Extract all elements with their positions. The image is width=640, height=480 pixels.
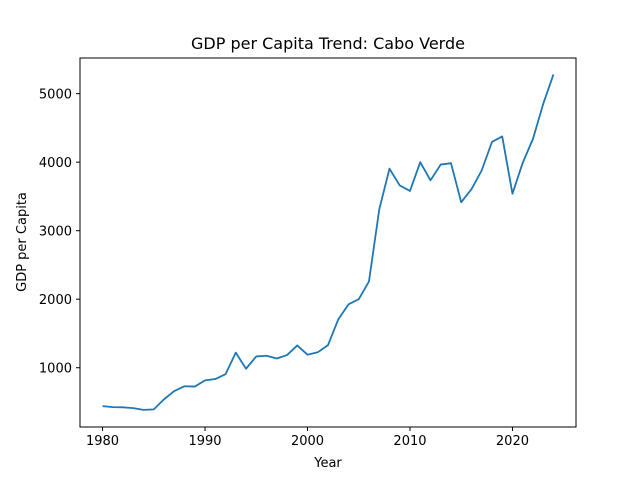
x-tick-label: 2000	[291, 434, 324, 449]
y-tick-label: 3000	[39, 225, 72, 240]
x-tick-label: 2010	[393, 434, 426, 449]
chart-title: GDP per Capita Trend: Cabo Verde	[191, 34, 465, 53]
y-tick-label: 5000	[39, 88, 72, 103]
y-tick-label: 4000	[39, 156, 72, 171]
plot-area	[102, 74, 555, 411]
x-axis-label: Year	[313, 456, 342, 471]
axes-frame	[79, 57, 577, 428]
y-tick-label: 1000	[39, 362, 72, 377]
x-tick-label: 1980	[86, 434, 119, 449]
y-axis-label: GDP per Capita	[15, 192, 30, 292]
x-tick-label: 1990	[188, 434, 221, 449]
series-line	[102, 74, 555, 411]
y-tick-label: 2000	[39, 293, 72, 308]
x-tick-label: 2020	[496, 434, 529, 449]
y-axis-ticks: 1000 2000 3000 4000 5000	[39, 88, 80, 377]
x-axis-ticks: 1980 1990 2000 2010 2020	[86, 427, 529, 449]
